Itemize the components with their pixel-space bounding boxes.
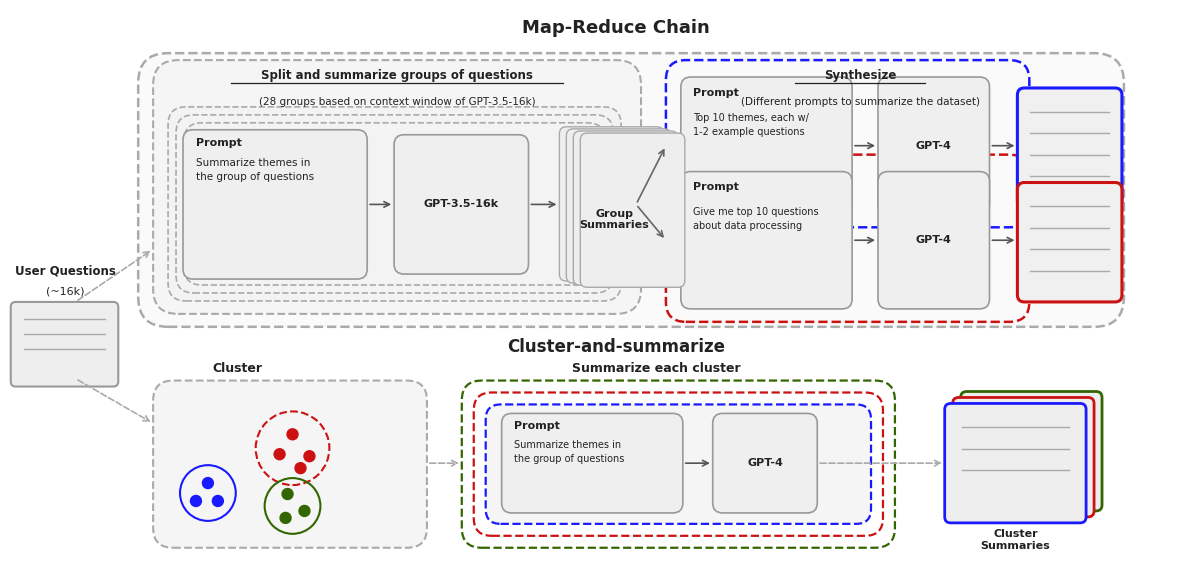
Text: Top 10 themes, each w/
1-2 example questions: Top 10 themes, each w/ 1-2 example quest… — [692, 113, 809, 137]
Circle shape — [274, 449, 286, 460]
Text: GPT-3.5-16k: GPT-3.5-16k — [424, 199, 499, 210]
Text: (~16k): (~16k) — [47, 287, 85, 297]
Text: Map-Reduce Chain: Map-Reduce Chain — [522, 19, 710, 37]
Text: Prompt: Prompt — [514, 422, 559, 431]
FancyBboxPatch shape — [574, 131, 678, 285]
FancyBboxPatch shape — [680, 171, 852, 309]
FancyBboxPatch shape — [953, 397, 1094, 517]
FancyBboxPatch shape — [154, 60, 641, 314]
Text: Prompt: Prompt — [692, 182, 739, 192]
FancyBboxPatch shape — [502, 413, 683, 513]
FancyBboxPatch shape — [581, 133, 685, 287]
FancyBboxPatch shape — [944, 404, 1086, 523]
Text: Summarize themes in
the group of questions: Summarize themes in the group of questio… — [514, 440, 624, 464]
FancyBboxPatch shape — [1018, 88, 1122, 207]
Circle shape — [203, 478, 214, 489]
FancyBboxPatch shape — [394, 135, 528, 274]
Text: GPT-4: GPT-4 — [916, 235, 952, 245]
Text: Give me top 10 questions
about data processing: Give me top 10 questions about data proc… — [692, 207, 818, 232]
FancyBboxPatch shape — [566, 129, 671, 283]
Text: (Different prompts to summarize the dataset): (Different prompts to summarize the data… — [740, 97, 979, 107]
FancyBboxPatch shape — [680, 77, 852, 214]
FancyBboxPatch shape — [713, 413, 817, 513]
Text: Synthesize: Synthesize — [824, 68, 896, 82]
FancyBboxPatch shape — [154, 380, 427, 548]
Text: Prompt: Prompt — [196, 138, 242, 148]
Circle shape — [295, 463, 306, 474]
Text: Cluster
Summaries: Cluster Summaries — [980, 529, 1050, 551]
FancyBboxPatch shape — [878, 77, 990, 214]
Text: Group
Summaries: Group Summaries — [580, 208, 649, 230]
Circle shape — [282, 489, 293, 500]
FancyBboxPatch shape — [184, 123, 605, 285]
FancyBboxPatch shape — [878, 171, 990, 309]
FancyBboxPatch shape — [138, 53, 1124, 327]
Text: GPT-4: GPT-4 — [916, 141, 952, 151]
FancyBboxPatch shape — [176, 115, 613, 293]
Circle shape — [287, 429, 298, 440]
FancyBboxPatch shape — [168, 107, 622, 301]
FancyBboxPatch shape — [184, 130, 367, 279]
Text: Summarize themes in
the group of questions: Summarize themes in the group of questio… — [196, 157, 314, 182]
Circle shape — [191, 496, 202, 507]
Text: Split and summarize groups of questions: Split and summarize groups of questions — [262, 68, 533, 82]
Text: User Questions: User Questions — [16, 265, 116, 277]
Circle shape — [212, 496, 223, 507]
FancyBboxPatch shape — [1018, 182, 1122, 302]
Circle shape — [299, 505, 310, 516]
FancyBboxPatch shape — [559, 127, 664, 281]
FancyBboxPatch shape — [961, 391, 1102, 511]
Text: Prompt: Prompt — [692, 88, 739, 98]
FancyBboxPatch shape — [486, 405, 871, 524]
FancyBboxPatch shape — [11, 302, 119, 387]
Circle shape — [304, 450, 314, 461]
Text: (28 groups based on context window of GPT-3.5-16k): (28 groups based on context window of GP… — [259, 97, 535, 107]
Text: Cluster: Cluster — [212, 362, 263, 375]
Text: Summarize each cluster: Summarize each cluster — [571, 362, 740, 375]
Text: Cluster-and-summarize: Cluster-and-summarize — [508, 338, 725, 356]
Text: GPT-4: GPT-4 — [748, 458, 782, 468]
Circle shape — [280, 512, 292, 523]
